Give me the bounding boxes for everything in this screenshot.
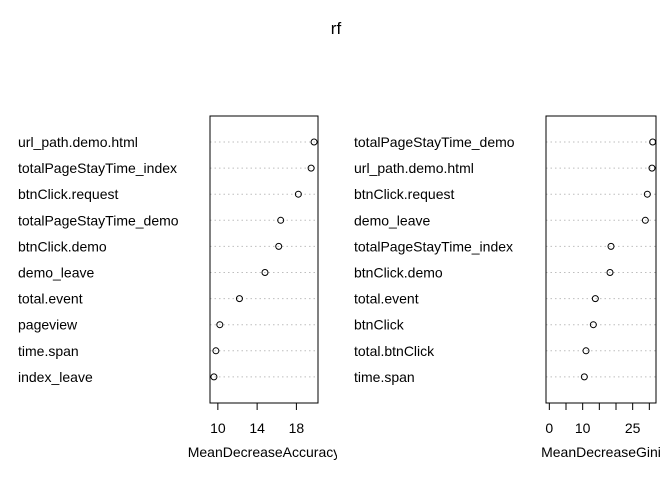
acc-row-label: btnClick.demo bbox=[18, 238, 107, 254]
gini-point bbox=[580, 373, 588, 381]
gini-row-label: btnClick bbox=[354, 317, 405, 333]
gini-point bbox=[641, 216, 649, 224]
gini-row-label: btnClick.demo bbox=[354, 265, 443, 281]
acc-x-axis-label: MeanDecreaseAccuracy bbox=[188, 444, 341, 460]
gini-x-axis-label: MeanDecreaseGini bbox=[541, 444, 661, 460]
acc-plot-box bbox=[209, 115, 319, 404]
gini-point bbox=[589, 321, 597, 329]
gini-row-label: total.event bbox=[354, 291, 419, 307]
gini-row-label: demo_leave bbox=[354, 212, 430, 228]
gini-point bbox=[648, 164, 656, 172]
acc-row-label: totalPageStayTime_index bbox=[18, 160, 177, 176]
gini-point bbox=[591, 295, 599, 303]
panel-gini: totalPageStayTime_demo url_path.demo.html… bbox=[354, 115, 661, 460]
gini-point bbox=[607, 242, 615, 250]
acc-row-label: time.span bbox=[18, 343, 79, 359]
gini-point bbox=[643, 190, 651, 198]
gini-point bbox=[606, 269, 614, 276]
gini-row-label: time.span bbox=[354, 369, 415, 385]
acc-point bbox=[210, 373, 218, 381]
acc-tick-label: 18 bbox=[289, 420, 305, 436]
panel-accuracy: url_path.demo.html totalPageStayTime_inde… bbox=[18, 115, 341, 460]
gini-row-label: totalPageStayTime_index bbox=[354, 238, 513, 254]
gini-plot-box bbox=[545, 115, 657, 404]
gini-tick-label: 10 bbox=[575, 420, 591, 436]
chart-title: rf bbox=[331, 19, 342, 38]
gini-tick-label: 0 bbox=[545, 420, 553, 436]
acc-tick-label: 14 bbox=[249, 420, 265, 436]
acc-point bbox=[261, 269, 269, 276]
acc-tick-label: 10 bbox=[210, 420, 226, 436]
acc-point bbox=[277, 216, 285, 224]
acc-row-label: demo_leave bbox=[18, 265, 94, 281]
acc-point bbox=[310, 138, 318, 146]
acc-row-label: url_path.demo.html bbox=[18, 134, 138, 150]
acc-row-label: totalPageStayTime_demo bbox=[18, 212, 179, 228]
acc-point bbox=[212, 347, 220, 355]
acc-point bbox=[307, 164, 315, 172]
gini-point bbox=[582, 347, 590, 355]
acc-point bbox=[235, 295, 243, 303]
gini-row-label: url_path.demo.html bbox=[354, 160, 474, 176]
gini-row-label: total.btnClick bbox=[354, 343, 435, 359]
acc-row-label: pageview bbox=[18, 317, 78, 333]
acc-point bbox=[216, 321, 224, 329]
acc-row-label: index_leave bbox=[18, 369, 93, 385]
gini-row-label: btnClick.request bbox=[354, 186, 454, 202]
acc-point bbox=[294, 190, 302, 198]
gini-tick-label: 25 bbox=[625, 420, 641, 436]
gini-row-label: totalPageStayTime_demo bbox=[354, 134, 515, 150]
acc-row-label: btnClick.request bbox=[18, 186, 118, 202]
acc-point bbox=[275, 242, 283, 250]
acc-row-label: total.event bbox=[18, 291, 83, 307]
